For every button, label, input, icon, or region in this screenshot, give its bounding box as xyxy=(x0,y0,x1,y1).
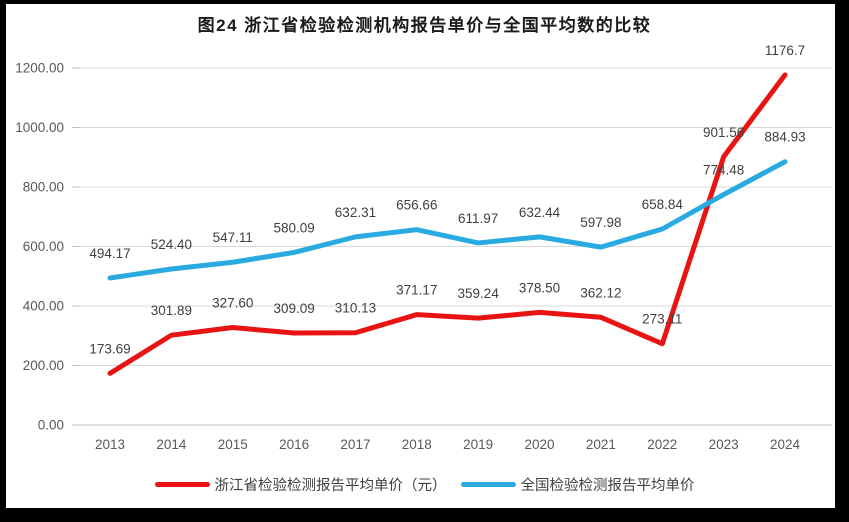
data-label-s0: 359.24 xyxy=(458,286,500,301)
data-label-s0: 327.60 xyxy=(212,296,253,311)
data-label-s0: 309.09 xyxy=(273,301,314,316)
data-label-s1: 547.11 xyxy=(213,230,253,245)
data-label-s0: 273.11 xyxy=(642,312,682,327)
data-label-s1: 632.31 xyxy=(335,205,376,220)
series-line-0[interactable] xyxy=(107,72,788,376)
x-tick-label: 2020 xyxy=(525,437,555,452)
data-label-s1: 597.98 xyxy=(580,215,621,230)
x-tick-label: 2019 xyxy=(463,437,493,452)
data-label-s1: 524.40 xyxy=(151,237,192,252)
chart-panel xyxy=(6,4,835,508)
data-label-s1: 658.84 xyxy=(642,197,684,212)
y-tick-label: 1200.00 xyxy=(15,61,64,76)
y-tick-label: 600.00 xyxy=(23,239,64,254)
data-label-s0: 1176.7 xyxy=(765,43,805,58)
data-label-s0: 901.56 xyxy=(703,125,744,140)
data-label-s1: 611.97 xyxy=(458,211,498,226)
data-label-s0: 310.13 xyxy=(335,301,376,316)
legend-label-national: 全国检验检测报告平均单价 xyxy=(520,478,695,494)
legend-item-national[interactable]: 全国检验检测报告平均单价 xyxy=(460,474,695,495)
x-tick-label: 2018 xyxy=(402,437,432,452)
data-label-s1: 884.93 xyxy=(764,130,805,145)
y-tick-label: 800.00 xyxy=(23,180,64,195)
data-label-s1: 774.48 xyxy=(703,163,744,178)
legend-item-zhejiang[interactable]: 浙江省检验检测报告平均单价（元） xyxy=(154,474,447,495)
x-tick-label: 2017 xyxy=(340,437,370,452)
chart-title: 图24 浙江省检验检测机构报告单价与全国平均数的比较 xyxy=(197,16,652,35)
data-label-s1: 632.44 xyxy=(519,205,561,220)
x-tick-label: 2016 xyxy=(279,437,309,452)
series-line-1[interactable] xyxy=(107,159,788,281)
x-tick-label: 2013 xyxy=(95,437,125,452)
legend-label-zhejiang: 浙江省检验检测报告平均单价（元） xyxy=(214,478,447,494)
data-label-s1: 656.66 xyxy=(396,198,437,213)
legend-swatch-national-line xyxy=(460,482,516,487)
data-label-s0: 301.89 xyxy=(151,303,192,318)
y-tick-label: 200.00 xyxy=(23,358,64,373)
data-label-s1: 580.09 xyxy=(273,220,314,235)
data-label-s0: 362.12 xyxy=(580,285,621,300)
x-tick-label: 2023 xyxy=(709,437,739,452)
x-tick-label: 2021 xyxy=(586,437,616,452)
data-label-s1: 494.17 xyxy=(89,246,130,261)
y-tick-label: 1000.00 xyxy=(15,120,64,135)
chart-legend: 浙江省检验检测报告平均单价（元） 全国检验检测报告平均单价 xyxy=(0,474,849,495)
x-tick-label: 2024 xyxy=(770,437,801,452)
x-tick-label: 2015 xyxy=(218,437,248,452)
legend-swatch-zhejiang-line xyxy=(154,482,210,487)
data-label-s0: 371.17 xyxy=(396,283,437,298)
y-tick-label: 0.00 xyxy=(38,418,64,433)
y-tick-label: 400.00 xyxy=(23,299,64,314)
data-label-s0: 378.50 xyxy=(519,280,560,295)
x-tick-label: 2022 xyxy=(647,437,677,452)
data-label-s0: 173.69 xyxy=(89,341,130,356)
x-tick-label: 2014 xyxy=(156,437,187,452)
